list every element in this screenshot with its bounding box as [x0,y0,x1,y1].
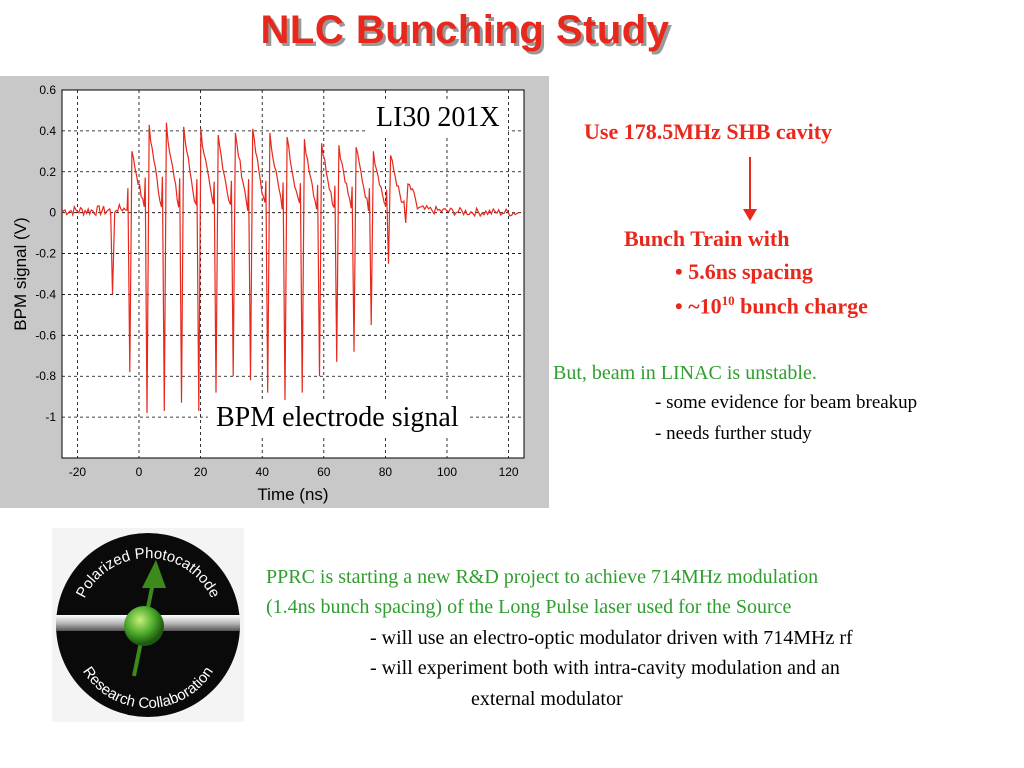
bunch-train-heading: Bunch Train with [624,226,790,251]
y-axis-label: BPM signal (V) [11,217,30,330]
x-tick-label: 120 [499,465,519,479]
shb-cavity-text: Use 178.5MHz SHB cavity [584,119,833,144]
logo-ball [124,606,164,646]
x-tick-label: -20 [69,465,87,479]
linac-line-1: But, beam in LINAC is unstable. [553,362,817,384]
grid-layer [62,89,524,458]
plot-label-top: LI30 201X [368,100,508,136]
y-tick-label: 0.4 [39,124,56,138]
tick-layer: -20 0 20 40 60 80 100 120 0.6 0.4 0.2 0 -0.2 -0.4 -0.6… [35,83,519,479]
y-tick-label: 0.6 [39,83,56,97]
logo-graphic: Polarized Photocathode Research Collabor… [56,533,240,717]
y-tick-label: -0.4 [35,287,56,301]
x-tick-label: 100 [437,465,457,479]
plot-label-bottom: BPM electrode signal [208,400,467,436]
x-tick-label: 20 [194,465,208,479]
y-tick-label: -1 [45,410,56,424]
pprc-line-2: (1.4ns bunch spacing) of the Long Pulse … [266,596,792,618]
down-arrow-icon [743,209,757,221]
bunch-train-bullet-charge: • ~1010 bunch charge [675,293,868,319]
pprc-line-1: PPRC is starting a new R&D project to ac… [266,566,819,588]
signal-trace [61,122,520,414]
arrow-shaft [749,157,751,213]
x-axis-label: Time (ns) [257,485,328,504]
chart-svg: -20 0 20 40 60 80 100 120 0.6 0.4 0.2 0 -0.2 -0.4 -0.6… [11,83,525,504]
pprc-logo: Polarized Photocathode Research Collabor… [52,528,244,722]
x-tick-label: 0 [136,465,143,479]
pprc-line-3: - will use an electro-optic modulator dr… [370,627,853,649]
bullet-charge-prefix: • ~10 [675,293,722,319]
x-tick-label: 60 [317,465,331,479]
y-tick-label: -0.2 [35,247,56,261]
y-tick-label: -0.8 [35,369,56,383]
page-title: NLC Bunching Study [260,8,670,52]
y-tick-label: 0.2 [39,165,56,179]
x-tick-label: 80 [379,465,393,479]
x-tick-label: 40 [256,465,270,479]
y-tick-label: 0 [49,206,56,220]
linac-line-2: - some evidence for beam breakup [655,392,918,413]
y-tick-label: -0.6 [35,328,56,342]
bullet-charge-exponent: 10 [721,293,735,308]
linac-line-3: - needs further study [655,423,812,444]
arrow-up-icon [142,560,166,588]
bunch-train-bullet-spacing: • 5.6ns spacing [675,259,813,284]
pprc-line-5: external modulator [471,688,623,710]
pprc-line-4: - will experiment both with intra-cavity… [370,657,840,679]
bpm-signal-chart: -20 0 20 40 60 80 100 120 0.6 0.4 0.2 0 -0.2 -0.4 -0.6… [0,76,549,508]
bullet-charge-suffix: bunch charge [734,293,868,319]
